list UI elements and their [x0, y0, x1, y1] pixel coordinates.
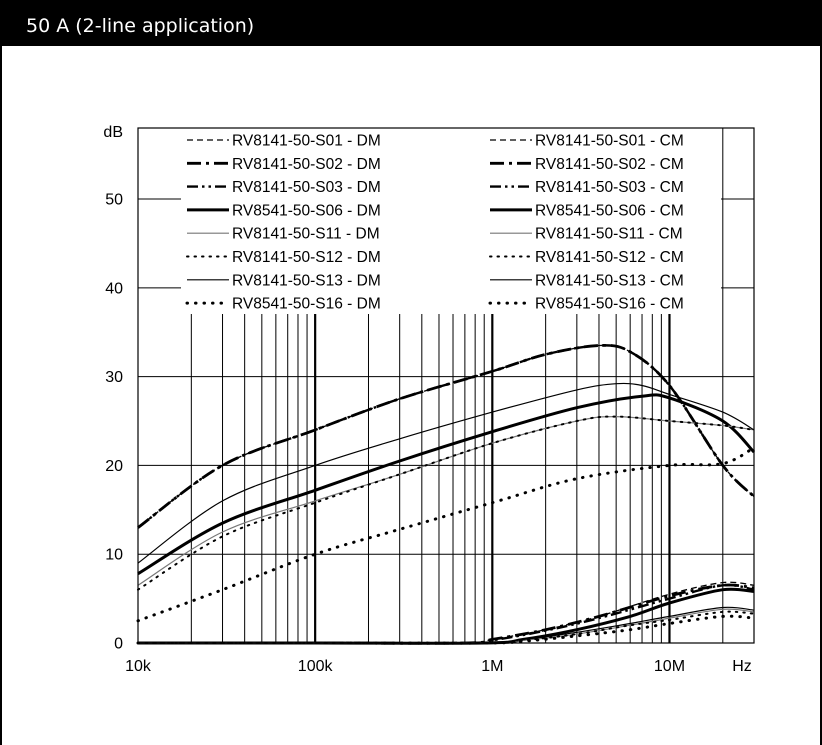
- legend-label: RV8541-50-S06 - CM: [535, 202, 684, 219]
- series-line-rv8141-50-s13-dm: [137, 382, 755, 564]
- plot-frame: [137, 127, 755, 644]
- y-tick-label: 20: [105, 458, 123, 475]
- legend-label: RV8141-50-S11 - CM: [535, 226, 683, 243]
- y-tick-label: 0: [114, 636, 123, 653]
- legend-label: RV8141-50-S01 - CM: [535, 133, 684, 150]
- legend-label: RV8141-50-S11 - DM: [232, 226, 380, 243]
- y-tick-label: 10: [105, 547, 123, 564]
- x-tick-label: 100k: [298, 658, 334, 675]
- legend-label: RV8141-50-S12 - DM: [232, 249, 381, 266]
- legend-label: RV8141-50-S02 - DM: [232, 156, 381, 173]
- legend-label: RV8141-50-S13 - DM: [232, 272, 381, 289]
- legend-label: RV8141-50-S03 - DM: [232, 179, 381, 196]
- axes: 0 10 20 30 40 50 10k 100k 1M 10M dB Hz: [103, 124, 755, 675]
- x-tick-label: 10M: [654, 658, 685, 675]
- legend-label: RV8541-50-S16 - DM: [232, 296, 381, 313]
- frame-left-border: [0, 46, 2, 745]
- y-axis-label: dB: [103, 124, 123, 141]
- legend-label: RV8141-50-S12 - CM: [535, 249, 684, 266]
- series-line-rv8541-50-s16-dm: [136, 446, 756, 623]
- legend-label: RV8141-50-S01 - DM: [232, 133, 381, 150]
- y-tick-label: 40: [105, 280, 123, 297]
- legend-label: RV8141-50-S13 - CM: [535, 272, 684, 289]
- legend-label: RV8141-50-S03 - CM: [535, 179, 684, 196]
- legend-background: [181, 128, 721, 314]
- x-axis-label: Hz: [732, 658, 752, 675]
- frame-right-border: [820, 46, 822, 745]
- series-line-rv8141-50-s12-cm: [137, 610, 755, 645]
- x-tick-label: 1M: [481, 658, 503, 675]
- series-line-rv8541-50-s06-dm: [137, 393, 756, 575]
- legend-label: RV8141-50-S02 - CM: [535, 156, 684, 173]
- series-line-rv8141-50-s12-dm: [137, 415, 755, 591]
- y-tick-label: 50: [105, 192, 123, 209]
- legend-label: RV8541-50-S06 - DM: [232, 202, 381, 219]
- y-tick-label: 30: [105, 369, 123, 386]
- header-title: 50 A (2-line application): [26, 15, 255, 37]
- series-line-rv8141-50-s03-dm: [137, 344, 755, 529]
- header-bar: 50 A (2-line application): [0, 0, 822, 46]
- legend: RV8141-50-S01 - DM RV8141-50-S02 - DM RV81…: [181, 128, 721, 314]
- x-tick-label: 10k: [125, 658, 152, 675]
- legend-label: RV8541-50-S16 - CM: [535, 296, 684, 313]
